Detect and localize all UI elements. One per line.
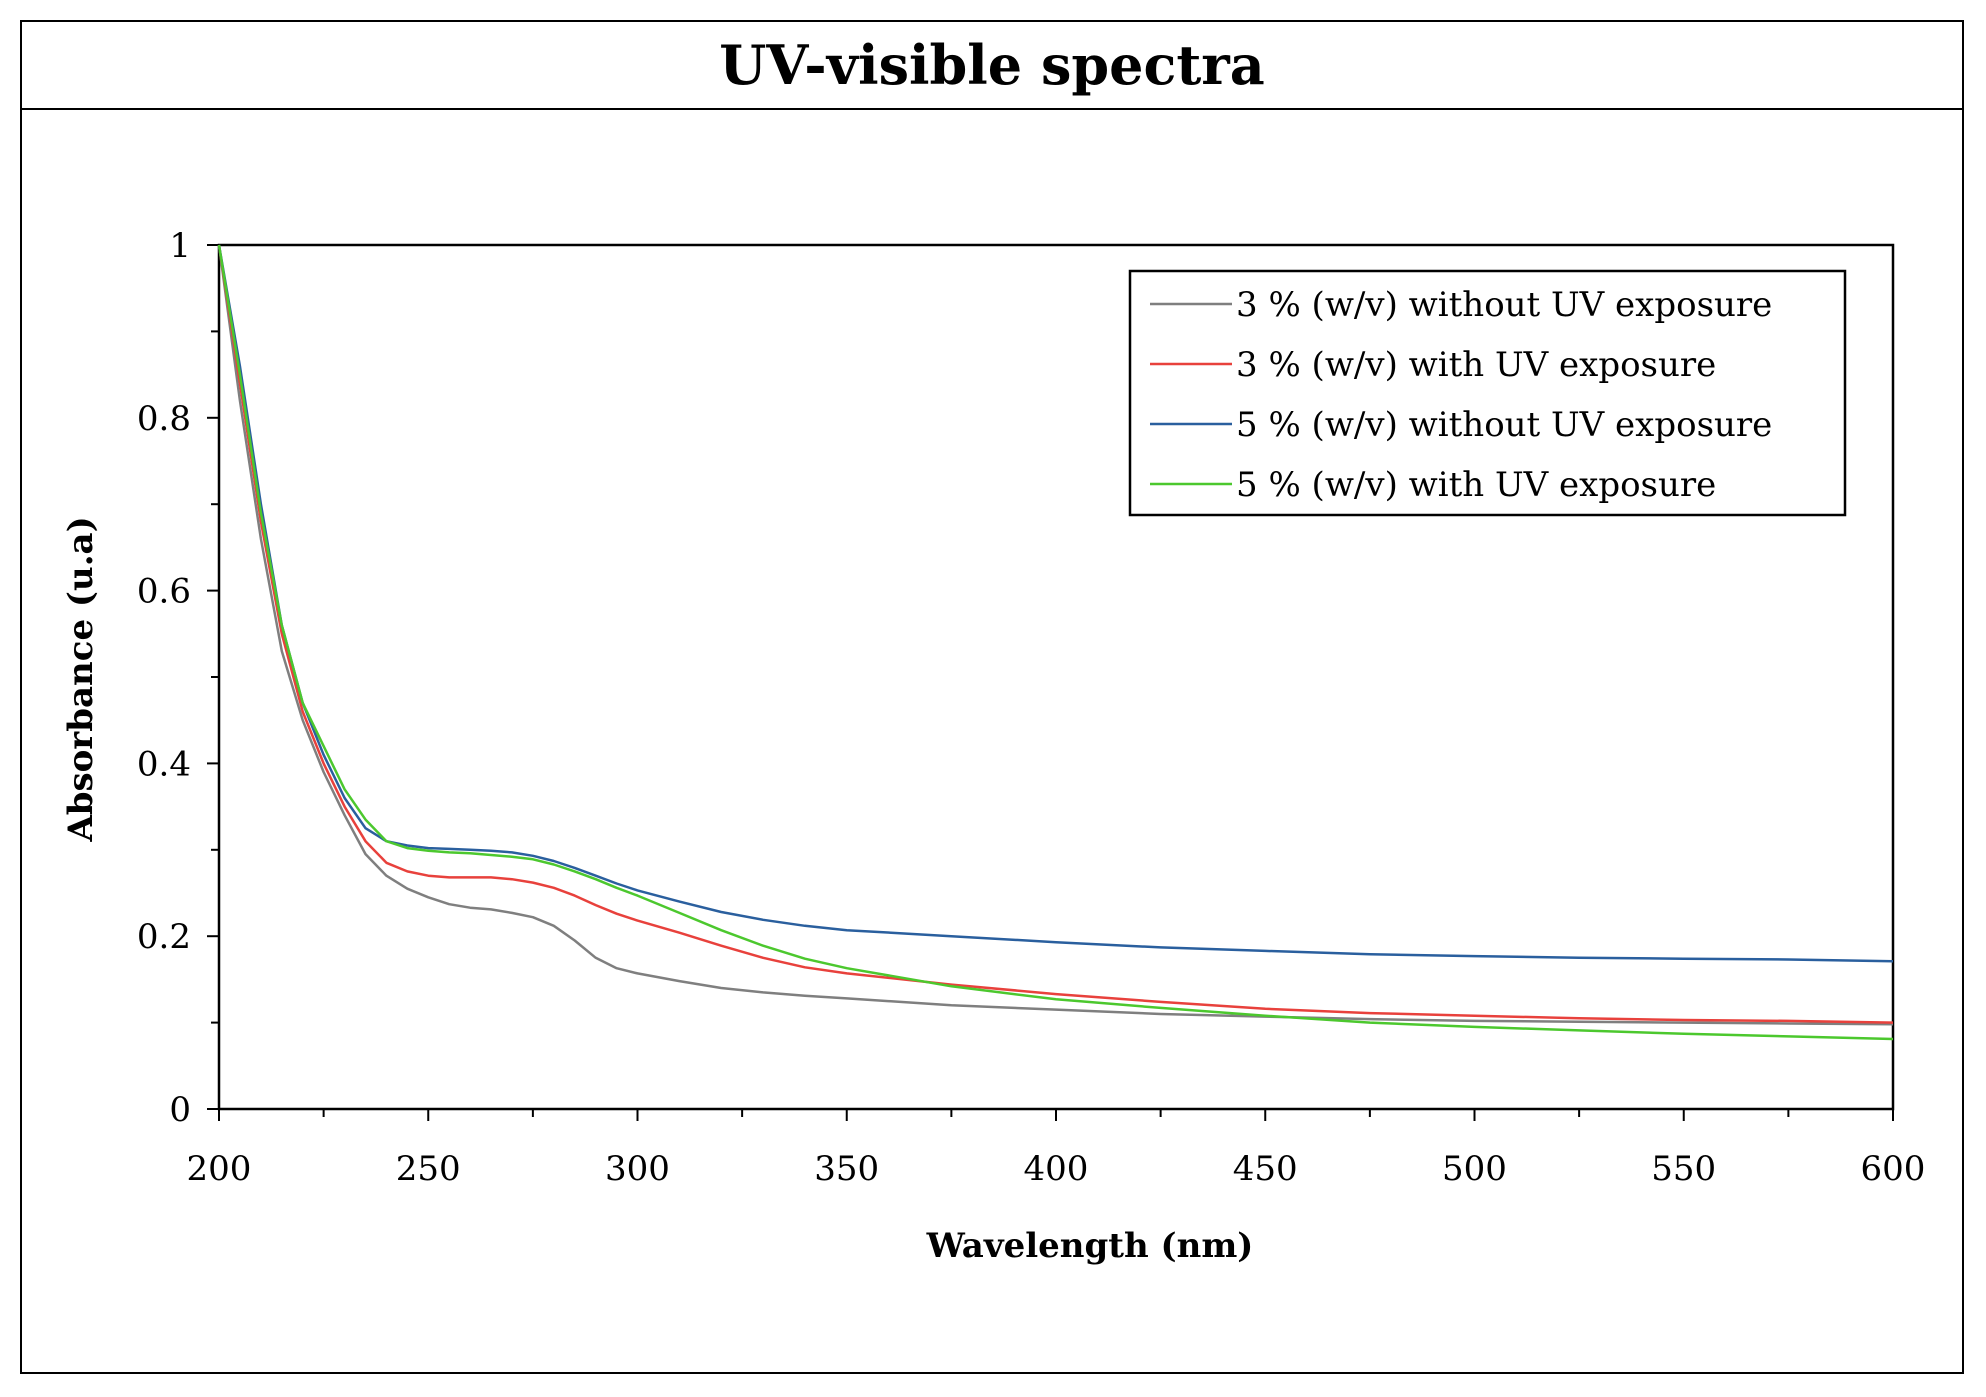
y-tick-label: 0.2 (137, 917, 191, 957)
y-tick-label: 0.8 (137, 399, 191, 439)
legend-entry: 5 % (w/v) without UV exposure (1236, 405, 1772, 445)
x-axis-title: Wavelength (nm) (926, 1226, 1254, 1266)
legend-entry: 5 % (w/v) with UV exposure (1236, 465, 1716, 505)
y-axis-title: Absorbance (u.a) (61, 516, 101, 842)
x-tick-label: 200 (187, 1149, 252, 1189)
x-tick-label: 250 (396, 1149, 461, 1189)
series-line-4 (217, 244, 1894, 1041)
y-tick-label: 0.6 (137, 572, 191, 612)
legend: 3 % (w/v) without UV exposure 3 % (w/v) w… (1128, 269, 1847, 517)
figure-frame: UV-visible spectra (20, 20, 1964, 1374)
series-layer (217, 244, 1894, 1041)
x-tick-label: 500 (1442, 1149, 1507, 1189)
x-tick-label: 300 (605, 1149, 670, 1189)
series-line-3 (217, 244, 1894, 963)
axis-ticks (207, 244, 1894, 1121)
x-tick-label: 350 (814, 1149, 879, 1189)
x-tick-label: 600 (1861, 1149, 1926, 1189)
y-tick-label: 0 (169, 1090, 191, 1130)
tick-labels: 200 250 300 350 400 450 500 550 600 0 0.2 0.4 0.6 0.8… (137, 226, 1926, 1189)
legend-box (1128, 269, 1847, 517)
x-tick-label: 450 (1233, 1149, 1298, 1189)
y-tick-label: 0.4 (137, 744, 191, 784)
chart-title: UV-visible spectra (719, 33, 1265, 97)
legend-entry: 3 % (w/v) with UV exposure (1236, 345, 1716, 385)
series-line-2 (217, 244, 1894, 1024)
x-tick-label: 550 (1651, 1149, 1716, 1189)
x-tick-label: 400 (1024, 1149, 1089, 1189)
title-bar: UV-visible spectra (22, 22, 1962, 110)
legend-entry: 3 % (w/v) without UV exposure (1236, 285, 1772, 325)
y-tick-label: 1 (169, 226, 191, 266)
